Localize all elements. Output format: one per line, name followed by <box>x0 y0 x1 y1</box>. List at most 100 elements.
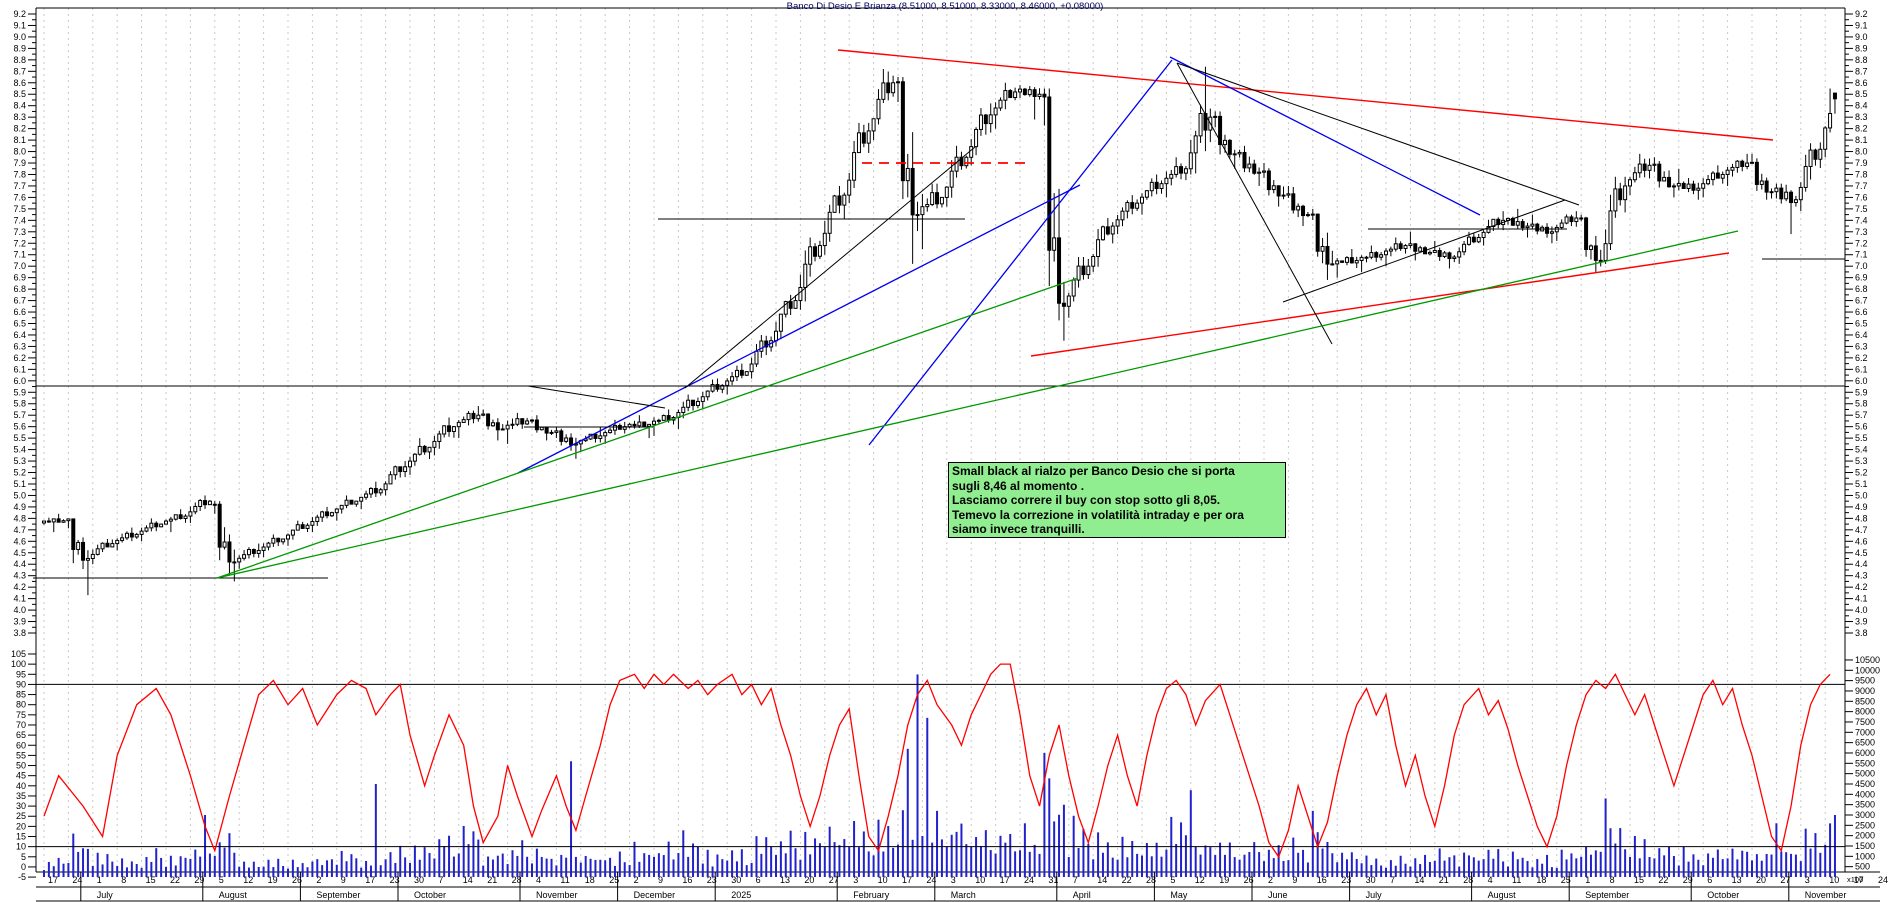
svg-text:9.0: 9.0 <box>1855 32 1868 42</box>
svg-text:7.2: 7.2 <box>13 238 26 248</box>
svg-text:November: November <box>1805 890 1847 900</box>
svg-text:18: 18 <box>585 875 595 885</box>
svg-text:8: 8 <box>1610 875 1615 885</box>
svg-text:19: 19 <box>268 875 278 885</box>
svg-text:5.3: 5.3 <box>1855 456 1868 466</box>
svg-text:4.5: 4.5 <box>1855 548 1868 558</box>
svg-text:February: February <box>853 890 890 900</box>
svg-text:6.4: 6.4 <box>13 330 26 340</box>
svg-text:24: 24 <box>72 875 82 885</box>
svg-text:30: 30 <box>16 801 26 811</box>
svg-text:29: 29 <box>194 875 204 885</box>
svg-text:4.3: 4.3 <box>1855 571 1868 581</box>
svg-text:17: 17 <box>902 875 912 885</box>
svg-text:7.3: 7.3 <box>13 227 26 237</box>
svg-text:6.6: 6.6 <box>1855 307 1868 317</box>
svg-text:8.7: 8.7 <box>13 66 26 76</box>
svg-text:45: 45 <box>16 771 26 781</box>
svg-text:28: 28 <box>1146 875 1156 885</box>
svg-text:8.6: 8.6 <box>1855 78 1868 88</box>
svg-text:3000: 3000 <box>1855 810 1875 820</box>
svg-text:4.1: 4.1 <box>1855 594 1868 604</box>
svg-text:4000: 4000 <box>1855 789 1875 799</box>
svg-text:11: 11 <box>1512 875 1521 885</box>
svg-text:85: 85 <box>16 690 26 700</box>
svg-text:5.4: 5.4 <box>13 445 26 455</box>
svg-text:25: 25 <box>609 875 619 885</box>
svg-text:23: 23 <box>1341 875 1351 885</box>
svg-text:5.1: 5.1 <box>1855 479 1868 489</box>
analyst-annotation-box[interactable]: Small black al rialzo per Banco Desio ch… <box>948 462 1286 538</box>
svg-text:7.6: 7.6 <box>13 192 26 202</box>
svg-text:8.5: 8.5 <box>1855 89 1868 99</box>
svg-text:16: 16 <box>682 875 692 885</box>
svg-text:5.6: 5.6 <box>13 422 26 432</box>
svg-text:6.3: 6.3 <box>13 341 26 351</box>
svg-text:5.9: 5.9 <box>1855 387 1868 397</box>
svg-text:6.1: 6.1 <box>1855 364 1868 374</box>
svg-text:16: 16 <box>1317 875 1327 885</box>
svg-text:5.5: 5.5 <box>1855 433 1868 443</box>
svg-text:August: August <box>219 890 248 900</box>
svg-text:10: 10 <box>975 875 985 885</box>
svg-text:7.6: 7.6 <box>1855 192 1868 202</box>
svg-text:7.3: 7.3 <box>1855 227 1868 237</box>
svg-text:7: 7 <box>1073 875 1078 885</box>
svg-text:6.2: 6.2 <box>1855 353 1868 363</box>
svg-text:8.7: 8.7 <box>1855 66 1868 76</box>
svg-text:7: 7 <box>438 875 443 885</box>
svg-text:April: April <box>1073 890 1091 900</box>
svg-text:7500: 7500 <box>1855 717 1875 727</box>
svg-text:6000: 6000 <box>1855 748 1875 758</box>
svg-text:20: 20 <box>1756 875 1766 885</box>
svg-text:13: 13 <box>780 875 790 885</box>
svg-text:15: 15 <box>146 875 156 885</box>
svg-text:17: 17 <box>48 875 58 885</box>
svg-text:5.9: 5.9 <box>13 387 26 397</box>
svg-text:5.0: 5.0 <box>13 490 26 500</box>
svg-text:1000: 1000 <box>1855 851 1875 861</box>
svg-text:5.2: 5.2 <box>1855 468 1868 478</box>
svg-text:24: 24 <box>926 875 936 885</box>
svg-text:6.0: 6.0 <box>1855 376 1868 386</box>
svg-text:5.4: 5.4 <box>1855 445 1868 455</box>
svg-text:7.4: 7.4 <box>13 215 26 225</box>
svg-text:4.8: 4.8 <box>13 513 26 523</box>
svg-text:8.9: 8.9 <box>13 43 26 53</box>
svg-text:75: 75 <box>16 710 26 720</box>
svg-text:9.1: 9.1 <box>13 20 26 30</box>
svg-text:8000: 8000 <box>1855 707 1875 717</box>
svg-text:7000: 7000 <box>1855 727 1875 737</box>
svg-text:12: 12 <box>1195 875 1205 885</box>
svg-text:6.7: 6.7 <box>13 296 26 306</box>
annotation-line: sugli 8,46 al momento . <box>952 478 1085 493</box>
svg-text:November: November <box>536 890 578 900</box>
svg-text:12: 12 <box>243 875 253 885</box>
svg-text:6.5: 6.5 <box>1855 319 1868 329</box>
svg-text:3.9: 3.9 <box>13 617 26 627</box>
svg-text:7.2: 7.2 <box>1855 238 1868 248</box>
svg-text:22: 22 <box>170 875 180 885</box>
svg-text:22: 22 <box>1658 875 1668 885</box>
svg-text:9.2: 9.2 <box>1855 9 1868 19</box>
svg-text:100: 100 <box>11 659 26 669</box>
svg-text:24: 24 <box>1878 875 1888 885</box>
svg-text:7.5: 7.5 <box>1855 204 1868 214</box>
svg-text:6.2: 6.2 <box>13 353 26 363</box>
svg-text:7.5: 7.5 <box>13 204 26 214</box>
svg-text:8: 8 <box>121 875 126 885</box>
svg-text:4.9: 4.9 <box>13 502 26 512</box>
svg-text:4.4: 4.4 <box>1855 559 1868 569</box>
svg-text:March: March <box>951 890 976 900</box>
svg-text:55: 55 <box>16 750 26 760</box>
annotation-line: Temevo la correzione in volatilità intra… <box>952 507 1244 522</box>
svg-text:5.8: 5.8 <box>1855 399 1868 409</box>
svg-text:10: 10 <box>878 875 888 885</box>
svg-text:30: 30 <box>1366 875 1376 885</box>
svg-text:80: 80 <box>16 700 26 710</box>
svg-text:4.3: 4.3 <box>13 571 26 581</box>
svg-text:27: 27 <box>1780 875 1790 885</box>
svg-text:5: 5 <box>21 852 26 862</box>
svg-text:13: 13 <box>1732 875 1742 885</box>
